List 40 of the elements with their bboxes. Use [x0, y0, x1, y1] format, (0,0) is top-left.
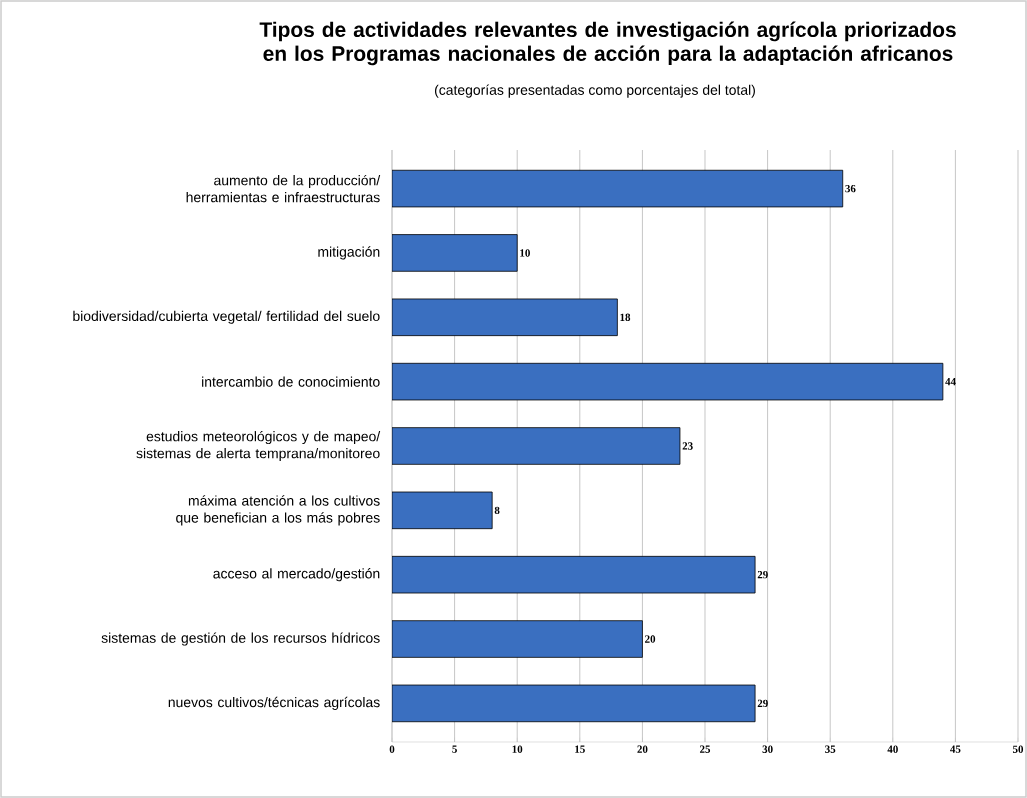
x-tick-label: 10 — [512, 745, 523, 753]
data-label: 18 — [620, 313, 631, 321]
data-label: 8 — [494, 506, 500, 515]
data-label: 29 — [757, 571, 768, 579]
x-tick-label: 25 — [699, 745, 711, 753]
bar — [392, 491, 493, 530]
bar — [392, 620, 643, 658]
x-tick-label: 35 — [825, 745, 836, 753]
y-tick-label: sistemas de gestión de los recursos hídricos — [101, 632, 380, 646]
bar — [392, 555, 756, 594]
y-tick-label: intercambio de conocimiento — [202, 376, 380, 387]
y-tick-label: máxima atención a los cultivos que benefician a los más pobres — [176, 495, 380, 526]
bar — [392, 684, 756, 723]
chart-title: Tipos de actividades relevantes de investigación agrícola priorizados en los Programas nacionales de acción para la adaptación africanos — [259, 21, 956, 66]
x-tick-label: 5 — [452, 745, 457, 753]
y-tick-label: estudios meteorológicos y de mapeo/ sistemas de alerta temprana/monitoreo — [136, 430, 381, 462]
x-tick-label: 45 — [950, 745, 961, 753]
data-label: 36 — [845, 184, 856, 193]
y-tick-label: nuevos cultivos/técnicas agrícolas — [168, 696, 380, 710]
data-label: 23 — [682, 442, 693, 450]
x-tick-label: 15 — [575, 745, 585, 753]
data-label: 29 — [757, 699, 768, 708]
bar — [392, 234, 518, 272]
bar — [392, 298, 618, 337]
bar — [392, 169, 844, 208]
x-tick-label: 50 — [1012, 745, 1024, 753]
chart-subtitle: (categorías presentadas como porcentajes del total) — [434, 84, 755, 98]
bar — [392, 362, 944, 401]
data-label: 10 — [520, 249, 530, 257]
y-tick-label: aumento de la producción/ herramientas e infraestructuras — [186, 174, 381, 203]
x-tick-label: 0 — [389, 745, 395, 753]
x-tick-label: 20 — [637, 745, 648, 753]
y-tick-label: biodiversidad/cubierta vegetal/ fertilidad del suelo — [73, 310, 380, 324]
x-tick-label: 30 — [762, 745, 773, 753]
data-label: 44 — [945, 378, 956, 386]
y-tick-label: acceso al mercado/gestión — [213, 568, 380, 582]
y-tick-label: mitigación — [318, 246, 380, 260]
x-tick-label: 40 — [887, 745, 898, 753]
bar — [392, 427, 681, 465]
data-label: 20 — [645, 635, 656, 643]
